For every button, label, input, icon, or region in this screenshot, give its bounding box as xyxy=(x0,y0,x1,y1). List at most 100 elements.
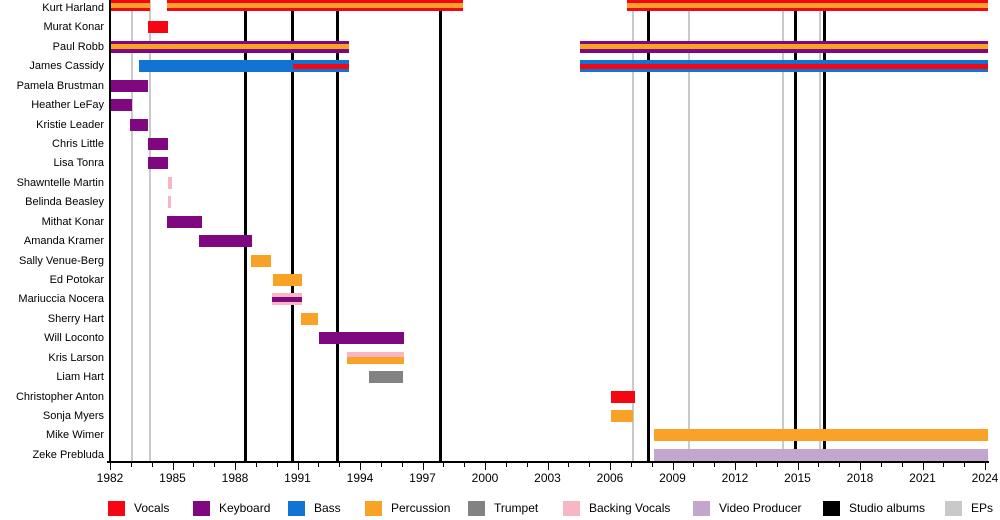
studio-album-line xyxy=(793,0,797,462)
member-row-label: Kristie Leader xyxy=(36,118,104,131)
role-stripe-backing-vocals xyxy=(167,176,173,189)
axis-tick xyxy=(630,463,632,467)
axis-tick xyxy=(193,463,195,467)
axis-tick xyxy=(130,463,132,467)
axis-tick xyxy=(505,463,507,467)
role-stripe-backing-vocals xyxy=(272,293,303,297)
axis-tick-label: 1985 xyxy=(159,471,186,485)
axis-tick xyxy=(589,463,591,467)
role-stripe-percussion xyxy=(580,44,989,50)
timeline-bar xyxy=(250,254,271,267)
timeline-bar xyxy=(580,40,989,53)
member-row-label: Zeke Prebluda xyxy=(32,448,104,461)
timeline-bar xyxy=(199,235,252,248)
legend-chip-bass xyxy=(288,500,305,516)
axis-tick-label: 1982 xyxy=(96,471,124,485)
member-row-label: Sonja Myers xyxy=(42,410,104,423)
studio-album-line xyxy=(243,0,247,462)
legend-item-vocals: Vocals xyxy=(108,500,169,516)
axis-tick xyxy=(880,463,882,467)
member-row-label: Shawntelle Martin xyxy=(16,176,104,189)
timeline-bar xyxy=(580,60,989,73)
role-stripe-bass xyxy=(292,60,350,64)
timeline-bar xyxy=(653,448,989,461)
timeline-bar xyxy=(301,312,318,325)
member-row-label: Chris Little xyxy=(52,138,104,150)
y-axis-line xyxy=(109,0,111,463)
axis-tick-label: 2000 xyxy=(471,471,499,485)
timeline-bar xyxy=(148,21,169,34)
legend-label: Studio albums xyxy=(849,501,926,515)
timeline-bar xyxy=(147,157,169,170)
role-stripe-backing-vocals xyxy=(272,301,303,306)
ep-line xyxy=(149,0,151,462)
member-row-label: Murat Konar xyxy=(43,21,104,34)
studio-album-line xyxy=(335,0,339,462)
timeline-bar xyxy=(273,274,302,287)
legend-chip-trumpet xyxy=(468,500,485,516)
axis-tick xyxy=(693,463,695,467)
legend-item-percussion: Percussion xyxy=(365,500,450,516)
role-stripe-vocals xyxy=(626,0,989,3)
role-stripe-video-producer xyxy=(653,448,989,461)
timeline-bar xyxy=(139,60,293,73)
axis-tick xyxy=(339,463,341,467)
legend-chip-video-producer xyxy=(693,500,710,516)
member-row-label: Liam Hart xyxy=(56,371,104,384)
axis-tick-label: 1988 xyxy=(221,471,249,485)
legend-label: EPs xyxy=(971,501,994,515)
axis-tick xyxy=(818,463,820,467)
axis-tick xyxy=(443,463,445,467)
axis-tick-label: 2009 xyxy=(659,471,686,485)
timeline-bar xyxy=(110,0,150,11)
axis-tick-label: 2006 xyxy=(596,471,624,485)
timeline-bar xyxy=(611,410,634,423)
legend-item-trumpet: Trumpet xyxy=(468,500,538,516)
legend-chip-keyboard xyxy=(193,500,210,516)
role-stripe-vocals xyxy=(626,7,989,11)
legend-label: Backing Vocals xyxy=(589,501,671,515)
role-stripe-bass xyxy=(292,68,350,73)
member-row-label: James Cassidy xyxy=(29,60,104,73)
axis-tick xyxy=(943,463,945,467)
axis-tick xyxy=(297,463,299,470)
role-stripe-bass xyxy=(139,60,293,73)
axis-tick xyxy=(422,463,424,470)
timeline-bar xyxy=(110,40,350,53)
timeline-bar xyxy=(611,390,635,403)
legend-chip-vocals xyxy=(108,500,125,516)
legend-label: Video Producer xyxy=(719,501,802,515)
legend-item-keyboard: Keyboard xyxy=(193,500,270,516)
axis-tick xyxy=(380,463,382,467)
timeline-bar xyxy=(319,332,404,345)
member-row-label: Will Loconto xyxy=(44,332,104,345)
member-row-label: Amanda Kramer xyxy=(23,235,104,248)
role-stripe-percussion xyxy=(626,2,989,8)
role-stripe-keyboard xyxy=(148,138,169,150)
axis-tick-label: 1997 xyxy=(409,471,436,485)
ep-line xyxy=(130,0,133,462)
role-stripe-keyboard xyxy=(110,79,148,92)
legend-chip-backing-vocals xyxy=(563,500,580,516)
ep-line xyxy=(781,0,784,462)
timeline-bar xyxy=(110,99,132,112)
timeline-bar xyxy=(166,215,202,228)
ep-line xyxy=(631,0,634,462)
member-row-label: Ed Potokar xyxy=(49,274,104,287)
role-stripe-percussion xyxy=(166,2,464,8)
axis-tick xyxy=(651,463,653,467)
member-row-label: Paul Robb xyxy=(52,40,104,53)
axis-tick xyxy=(151,463,153,467)
role-stripe-vocals xyxy=(580,63,989,69)
axis-tick xyxy=(464,463,466,467)
role-stripe-vocals xyxy=(166,0,464,3)
role-stripe-keyboard xyxy=(580,49,989,53)
legend-item-backing-vocals: Backing Vocals xyxy=(563,500,670,516)
role-stripe-percussion xyxy=(611,410,634,423)
role-stripe-backing-vocals xyxy=(167,196,172,209)
member-row-label: Lisa Tonra xyxy=(53,157,104,170)
member-row-label: Mike Wimer xyxy=(45,429,104,442)
timeline-bar xyxy=(272,293,303,306)
axis-tick xyxy=(610,463,611,470)
